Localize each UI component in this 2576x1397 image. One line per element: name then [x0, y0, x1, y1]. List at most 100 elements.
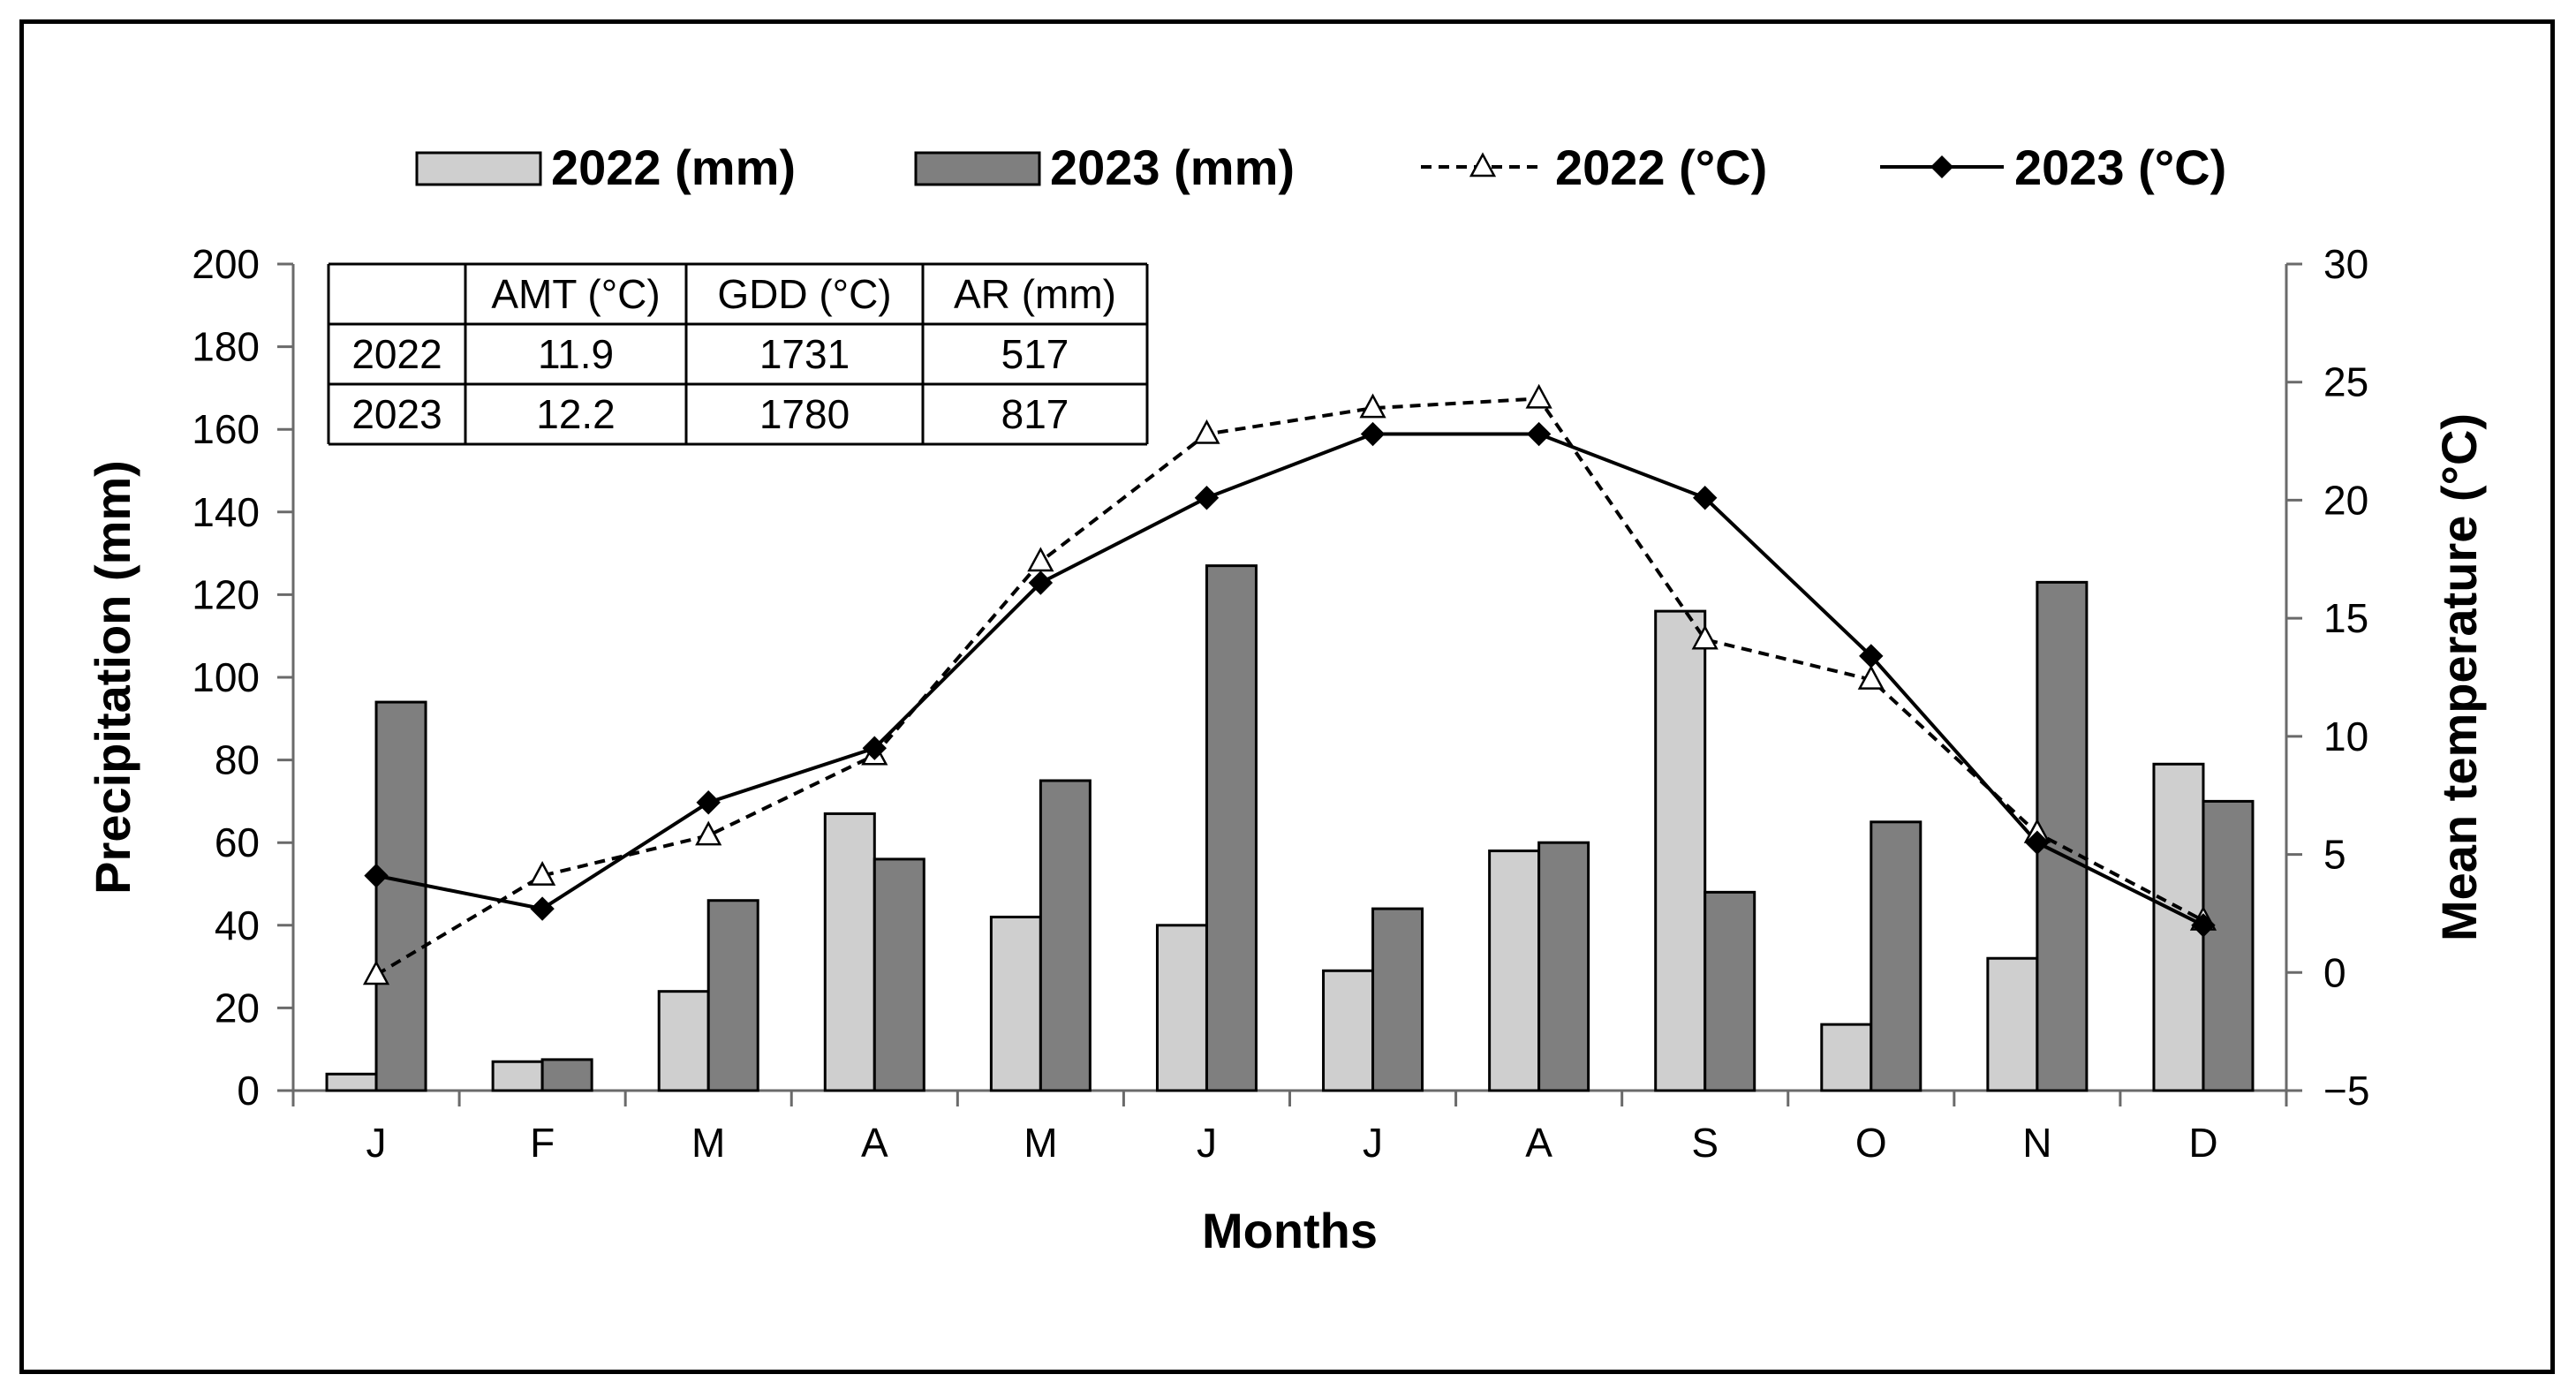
y2-tick-label: 30	[2323, 241, 2368, 287]
bar-2022-4	[989, 915, 1042, 1092]
y-tick-label: 160	[192, 406, 260, 452]
marker-2022-8	[1691, 624, 1719, 650]
x-tick-label: A	[861, 1120, 888, 1166]
y2-tick-label: 20	[2323, 477, 2368, 523]
marker-2023-0	[364, 863, 389, 888]
marker-2023-7	[1526, 421, 1552, 447]
x-tick-label: D	[2188, 1120, 2217, 1166]
legend-label-2023-mm: 2023 (mm)	[1050, 140, 1295, 195]
x-tick-label: J	[1197, 1120, 1217, 1166]
table-cell: 817	[1001, 391, 1069, 437]
table-cell: 12.2	[536, 391, 616, 437]
line-series	[362, 383, 2217, 985]
figure-frame: 2022 (mm) 2023 (mm) 2022 (°C) 2023 (°C) 0 20…	[19, 19, 2555, 1374]
x-tick-label: M	[1024, 1120, 1057, 1166]
marker-2022-5	[1193, 419, 1220, 444]
marker-2022-7	[1525, 383, 1552, 409]
y2-tick-label: 0	[2323, 949, 2346, 995]
legend-label-2022-mm: 2022 (mm)	[551, 140, 796, 195]
marker-2022-4	[1027, 547, 1054, 572]
x-tick-label: O	[1855, 1120, 1887, 1166]
bar-2023-6	[1371, 907, 1424, 1092]
table-cell: 517	[1001, 331, 1069, 377]
marker-2022-6	[1359, 393, 1386, 419]
table-header-cell: GDD (°C)	[717, 271, 891, 317]
marker-2022-0	[362, 960, 390, 985]
legend-swatch-2023-mm	[914, 151, 1041, 186]
x-tick-label: F	[530, 1120, 555, 1166]
y2-tick-label: 15	[2323, 595, 2368, 641]
bar-2022-9	[1820, 1023, 1873, 1092]
table-header-cell: AR (mm)	[954, 271, 1116, 317]
legend-label-2022-c: 2022 (°C)	[1555, 140, 1767, 195]
y-tick-label: 20	[215, 985, 260, 1031]
bar-2023-4	[1039, 779, 1092, 1092]
legend-marker-2023-c	[1930, 155, 1953, 178]
y-axis-title: Precipitation (mm)	[85, 460, 140, 895]
y2-tick-label: 25	[2323, 359, 2368, 405]
marker-2023-9	[1859, 644, 1884, 668]
marker-2023-2	[696, 790, 721, 815]
bar-2022-10	[1986, 956, 2039, 1092]
bar-2022-2	[657, 990, 710, 1092]
bar-2023-7	[1537, 841, 1590, 1092]
line-2023	[375, 432, 2204, 927]
legend-label-2023-c: 2023 (°C)	[2014, 140, 2226, 195]
y-tick-label: 100	[192, 654, 260, 700]
summary-table: AMT (°C) GDD (°C) AR (mm) 2022 11.9 1731 517 20…	[327, 262, 1149, 446]
bar-2023-1	[540, 1058, 593, 1092]
marker-2023-4	[1028, 570, 1054, 595]
x-tick-label: J	[1363, 1120, 1383, 1166]
y-tick-label: 180	[192, 324, 260, 370]
y-tick-label: 0	[237, 1068, 260, 1114]
y2-axis-title: Mean temperature (°C)	[2431, 413, 2487, 941]
bar-2022-3	[823, 812, 876, 1092]
bar-2023-2	[706, 899, 759, 1092]
x-axis-title: Months	[1202, 1203, 1378, 1258]
legend-marker-2022-c	[1469, 152, 1497, 177]
table-cell: 1780	[759, 391, 850, 437]
marker-2023-5	[1194, 486, 1220, 510]
marker-2022-1	[529, 861, 556, 886]
y-tick-label: 120	[192, 571, 260, 617]
y-tick-label: 40	[215, 902, 260, 948]
table-cell: 2022	[351, 331, 442, 377]
y2-tick-label: −5	[2323, 1068, 2369, 1114]
bar-2023-9	[1870, 820, 1923, 1092]
x-tick-label: S	[1691, 1120, 1719, 1166]
marker-2023-1	[530, 896, 555, 921]
line-2022	[375, 396, 2204, 977]
y-tick-label: 60	[215, 819, 260, 865]
marker-2022-9	[1857, 665, 1885, 690]
x-tick-label: M	[691, 1120, 725, 1166]
bar-2022-8	[1654, 609, 1707, 1092]
climate-chart: 2022 (mm) 2023 (mm) 2022 (°C) 2023 (°C) 0 20…	[85, 140, 2487, 1258]
marker-2022-2	[695, 820, 722, 846]
y-tick-label: 80	[215, 737, 260, 783]
bar-2022-1	[491, 1060, 544, 1092]
marker-2023-11	[2191, 913, 2216, 938]
axes: 0 20 40 60 80 100 120 140 160 180 200 −5 0 5 10 15 20 25 3…	[192, 241, 2369, 1166]
y2-tick-label: 10	[2323, 714, 2368, 759]
bar-2022-0	[325, 1072, 378, 1092]
bar-2023-11	[2202, 799, 2255, 1092]
table-cell: 1731	[759, 331, 850, 377]
marker-2023-6	[1360, 421, 1386, 447]
bar-2022-6	[1322, 969, 1375, 1092]
table-header-cell: AMT (°C)	[491, 271, 660, 317]
table-cell: 2023	[351, 391, 442, 437]
y-tick-label: 200	[192, 241, 260, 287]
bar-2023-8	[1703, 890, 1756, 1092]
x-tick-label: A	[1525, 1120, 1552, 1166]
bar-2023-0	[374, 700, 427, 1092]
y2-tick-label: 5	[2323, 832, 2346, 878]
x-tick-label: N	[2022, 1120, 2051, 1166]
table-cell: 11.9	[538, 331, 614, 377]
bar-2022-5	[1155, 924, 1208, 1092]
marker-2023-3	[862, 736, 887, 760]
legend: 2022 (mm) 2023 (mm) 2022 (°C) 2023 (°C)	[415, 140, 2226, 195]
marker-2023-10	[2025, 830, 2050, 855]
y-tick-label: 140	[192, 489, 260, 535]
axis-titles: Months Precipitation (mm) Mean temperature…	[85, 413, 2487, 1258]
marker-2023-8	[1693, 486, 1718, 510]
